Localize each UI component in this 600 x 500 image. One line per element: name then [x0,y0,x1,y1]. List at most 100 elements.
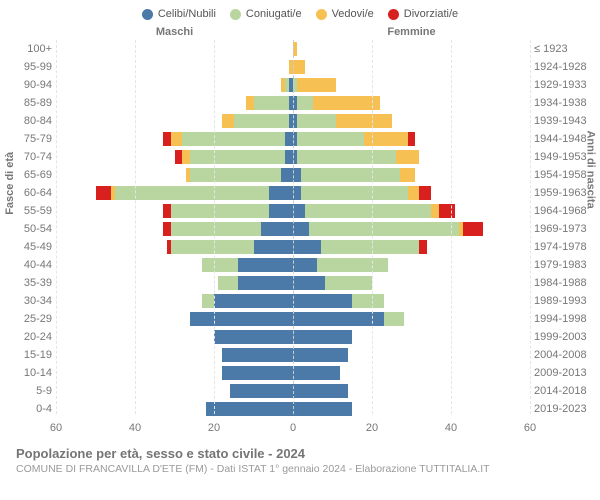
x-axis: 6040200204060 [56,422,530,440]
birth-label: 1979-1983 [530,256,594,274]
male-bar [56,168,293,182]
birth-label: 1989-1993 [530,292,594,310]
female-bar [293,42,530,56]
female-bar [293,114,530,128]
male-bar [56,96,293,110]
male-bar [56,222,293,236]
birth-label: 1999-2003 [530,328,594,346]
female-bar [293,276,530,290]
birth-label: 2019-2023 [530,400,594,418]
age-label: 100+ [6,40,56,58]
female-bar [293,78,530,92]
female-bar [293,348,530,362]
male-bar [56,348,293,362]
age-labels: 100+95-9990-9485-8980-8475-7970-7465-696… [6,40,56,440]
birth-label: 1974-1978 [530,238,594,256]
female-bar [293,186,530,200]
female-bar [293,168,530,182]
age-label: 5-9 [6,382,56,400]
male-bar [56,204,293,218]
male-bar [56,150,293,164]
age-label: 15-19 [6,346,56,364]
header-female: Femmine [293,26,530,38]
chart-title: Popolazione per età, sesso e stato civil… [16,446,584,461]
male-bar [56,114,293,128]
birth-label: 2014-2018 [530,382,594,400]
male-bar [56,132,293,146]
age-label: 0-4 [6,400,56,418]
pyramid-chart: Celibi/Nubili Coniugati/e Vedovi/e Divorzia… [0,0,600,500]
age-label: 80-84 [6,112,56,130]
x-tick: 0 [290,422,296,434]
male-bar [56,60,293,74]
female-bar [293,222,530,236]
x-tick: 40 [445,422,457,434]
x-tick: 20 [366,422,378,434]
age-label: 95-99 [6,58,56,76]
birth-label: 2009-2013 [530,364,594,382]
male-bar [56,366,293,380]
age-label: 30-34 [6,292,56,310]
female-bar [293,60,530,74]
x-tick: 20 [208,422,220,434]
legend-item: Divorziati/e [388,8,458,20]
male-bar [56,276,293,290]
female-bar [293,402,530,416]
female-bar [293,384,530,398]
female-bar [293,132,530,146]
male-bar [56,294,293,308]
age-label: 90-94 [6,76,56,94]
legend-item: Vedovi/e [316,8,374,20]
female-bar [293,294,530,308]
legend-label: Celibi/Nubili [158,8,216,20]
age-label: 40-44 [6,256,56,274]
male-bar [56,330,293,344]
birth-label: 1934-1938 [530,94,594,112]
legend: Celibi/Nubili Coniugati/e Vedovi/e Divorzia… [6,8,594,20]
age-label: 10-14 [6,364,56,382]
female-bar [293,150,530,164]
age-label: 45-49 [6,238,56,256]
header-male: Maschi [56,26,293,38]
female-bar [293,240,530,254]
female-bar [293,204,530,218]
age-label: 75-79 [6,130,56,148]
male-bar [56,402,293,416]
age-label: 35-39 [6,274,56,292]
female-bar [293,258,530,272]
birth-label: 1994-1998 [530,310,594,328]
legend-label: Vedovi/e [332,8,374,20]
age-label: 50-54 [6,220,56,238]
yaxis-left-title: Fasce di età [4,152,16,215]
male-bar [56,186,293,200]
male-bar [56,42,293,56]
age-label: 25-29 [6,310,56,328]
chart-subtitle: COMUNE DI FRANCAVILLA D'ETE (FM) - Dati … [16,463,584,475]
birth-label: 1929-1933 [530,76,594,94]
male-bar [56,78,293,92]
x-tick: 60 [524,422,536,434]
male-bar [56,384,293,398]
birth-label: 1969-1973 [530,220,594,238]
male-bar [56,240,293,254]
legend-item: Celibi/Nubili [142,8,216,20]
female-bar [293,96,530,110]
x-tick: 40 [129,422,141,434]
legend-label: Divorziati/e [404,8,458,20]
legend-label: Coniugati/e [246,8,302,20]
chart-footer: Popolazione per età, sesso e stato civil… [6,440,594,485]
birth-label: 1939-1943 [530,112,594,130]
female-bar [293,330,530,344]
birth-label: 2004-2008 [530,346,594,364]
age-label: 85-89 [6,94,56,112]
male-bar [56,258,293,272]
male-bar [56,312,293,326]
yaxis-right-title: Anni di nascita [584,130,596,208]
female-bar [293,312,530,326]
bars-zone: 6040200204060 [56,40,530,440]
age-label: 20-24 [6,328,56,346]
center-axis [293,40,294,414]
birth-label: ≤ 1923 [530,40,594,58]
birth-label: 1924-1928 [530,58,594,76]
column-headers: Maschi Femmine [6,26,594,38]
